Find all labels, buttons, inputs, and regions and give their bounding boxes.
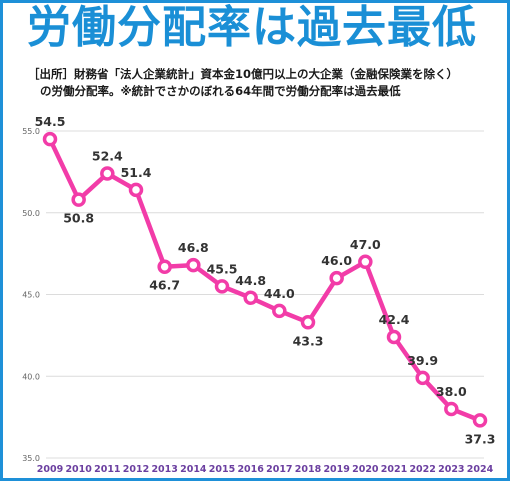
- data-label: 39.9: [407, 353, 438, 368]
- data-point: [100, 166, 115, 181]
- x-tick-label: 2019: [323, 464, 349, 475]
- data-point: [157, 259, 172, 274]
- y-axis-ticks: 35.0 40.0 45.0 50.0 55.0: [22, 127, 40, 463]
- data-point: [300, 315, 316, 330]
- data-label: 44.8: [235, 273, 266, 288]
- data-label: 47.0: [350, 237, 381, 252]
- data-label: 38.0: [436, 384, 467, 399]
- data-label: 46.0: [321, 253, 352, 268]
- data-label: 51.4: [121, 165, 152, 180]
- x-tick-label: 2016: [237, 464, 264, 475]
- data-point: [128, 182, 144, 198]
- data-point: [71, 192, 86, 207]
- x-tick-label: 2012: [123, 464, 149, 475]
- source-note-line-1: ［出所］財務省「法人企業統計」資本金10億円以上の大企業（金融保険業を除く）: [28, 67, 458, 81]
- data-point: [386, 329, 402, 345]
- data-point: [272, 303, 287, 319]
- series-polyline: [47, 136, 483, 423]
- x-tick-label: 2010: [65, 464, 92, 475]
- data-point: [444, 401, 459, 417]
- y-tick-label: 40.0: [22, 372, 40, 381]
- x-tick-label: 2020: [352, 464, 379, 475]
- data-point: [214, 279, 230, 294]
- x-tick-label: 2011: [94, 464, 120, 475]
- data-label: 46.7: [149, 278, 180, 293]
- series-line: [47, 136, 483, 423]
- data-points: [42, 131, 488, 428]
- data-label: 52.4: [92, 149, 123, 164]
- x-tick-label: 2023: [438, 464, 464, 475]
- source-note-line-2: の労働分配率。※統計でさかのぼれる64年間で労働分配率は過去最低: [40, 84, 401, 98]
- x-tick-label: 2018: [295, 464, 322, 475]
- x-tick-label: 2022: [409, 464, 435, 475]
- data-point: [243, 290, 258, 306]
- y-tick-label: 55.0: [22, 127, 40, 136]
- data-label: 54.5: [35, 114, 66, 129]
- y-tick-label: 50.0: [22, 209, 40, 218]
- y-tick-label: 35.0: [22, 454, 40, 463]
- data-point: [329, 270, 344, 286]
- source-note: ［出所］財務省「法人企業統計」資本金10億円以上の大企業（金融保険業を除く） の…: [28, 66, 498, 100]
- data-label: 50.8: [63, 211, 94, 226]
- x-tick-label: 2014: [180, 464, 207, 475]
- page-title: 労働分配率は過去最低: [27, 2, 477, 53]
- data-label: 37.3: [465, 431, 496, 446]
- x-axis-ticks: 2009 2010 2011 2012 2013 2014 2015 2016 2017 2018…: [37, 464, 494, 475]
- data-labels: 54.5 50.8 52.451.4 46.7 46.8 45.544.844.0 43.3…: [35, 114, 496, 446]
- x-tick-label: 2013: [151, 464, 177, 475]
- data-point: [358, 254, 373, 270]
- data-label: 42.4: [379, 312, 410, 327]
- data-point: [415, 370, 430, 386]
- y-tick-label: 45.0: [22, 291, 40, 300]
- x-tick-label: 2021: [381, 464, 407, 475]
- x-tick-label: 2024: [467, 464, 494, 475]
- x-tick-label: 2015: [209, 464, 235, 475]
- data-label: 44.0: [264, 286, 295, 301]
- data-point: [472, 413, 488, 428]
- data-label: 43.3: [293, 333, 324, 348]
- grid-lines: [46, 130, 484, 459]
- data-label: 46.8: [178, 240, 209, 255]
- data-label: 45.5: [207, 261, 238, 276]
- data-point: [186, 257, 201, 273]
- data-point: [42, 131, 58, 147]
- x-tick-label: 2009: [37, 464, 63, 475]
- x-tick-label: 2017: [266, 464, 292, 475]
